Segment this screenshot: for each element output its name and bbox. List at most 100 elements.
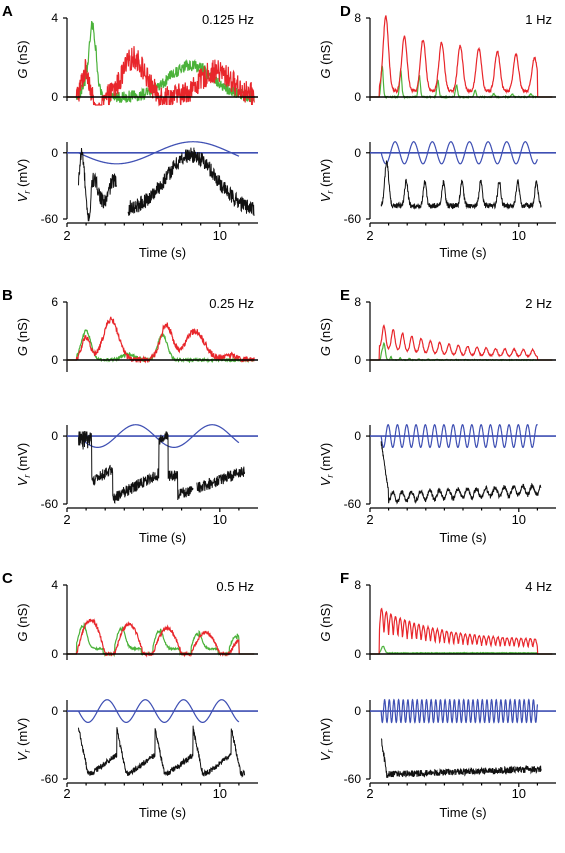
v-axis-label-main: V [15, 192, 30, 202]
panel-letter: B [2, 287, 13, 304]
frequency-label: 2 Hz [525, 296, 552, 311]
x-tick-label: 2 [63, 512, 70, 527]
g-axis-label-main: G [318, 632, 333, 642]
g-tick-label: 8 [354, 295, 361, 309]
g-axis-label-main: G [15, 346, 30, 356]
g-axis-label-main: G [15, 69, 30, 79]
v-axis-label-unit: (mV) [15, 718, 30, 750]
g-tick-label: 8 [354, 11, 361, 25]
v-axis-label-unit: (mV) [15, 159, 30, 191]
vr-series [380, 441, 542, 505]
vr-series [78, 725, 246, 778]
g-axis-label-main: G [318, 69, 333, 79]
x-tick-label: 10 [512, 512, 526, 527]
v-axis-label-sub: r [325, 190, 335, 194]
g-axis-label-unit: (nS) [318, 40, 333, 68]
v-axis-label-sub: r [325, 474, 335, 478]
g-tick-label: 0 [354, 647, 361, 661]
v-axis-label-sub: r [22, 749, 32, 753]
x-tick-label: 10 [213, 228, 227, 243]
g-axis-label-unit: (nS) [15, 603, 30, 631]
v-axis-label: Vr (mV) [15, 443, 32, 486]
v-axis-label: Vr (mV) [318, 443, 335, 486]
panel-letter: C [2, 570, 13, 587]
g-axis-label: G (nS) [318, 40, 333, 78]
x-tick-label: 10 [213, 512, 227, 527]
v-axis-label-sub: r [22, 474, 32, 478]
x-tick-label: 10 [213, 786, 227, 801]
g-excitatory-series [67, 46, 255, 107]
x-axis-label: Time (s) [139, 245, 186, 260]
g-inhibitory-series [67, 329, 255, 364]
x-tick-label: 2 [366, 228, 373, 243]
g-inhibitory-series [370, 645, 553, 655]
g-excitatory-series [67, 618, 255, 658]
x-tick-label: 2 [366, 512, 373, 527]
g-axis-label-main: G [318, 346, 333, 356]
g-inhibitory-series [370, 63, 553, 100]
panel-e: E 2 Hz 0 8 G (nS) 0 -60 Vr (mV) 2 10 Time (s) [318, 287, 556, 545]
g-inhibitory-series [67, 21, 255, 103]
v-axis-label: Vr (mV) [15, 718, 32, 761]
v-axis-label: Vr (mV) [318, 159, 335, 202]
g-tick-label: 8 [354, 578, 361, 592]
panel-d: D 1 Hz 0 8 G (nS) 0 -60 Vr (mV) 2 10 Time (s) [318, 3, 556, 260]
frequency-label: 0.25 Hz [209, 296, 254, 311]
x-axis-label: Time (s) [139, 530, 186, 545]
stimulus-series [78, 141, 240, 165]
v-tick-label: 0 [354, 146, 361, 160]
v-tick-label: -60 [41, 497, 59, 511]
g-tick-label: 6 [51, 295, 58, 309]
g-axis-label-unit: (nS) [318, 603, 333, 631]
g-tick-label: 0 [354, 353, 361, 367]
v-tick-label: -60 [344, 497, 362, 511]
panel-c: C 0.5 Hz 0 4 G (nS) 0 -60 Vr (mV) 2 10 Time (s) [2, 570, 258, 820]
x-tick-label: 2 [63, 228, 70, 243]
v-tick-label: 0 [354, 429, 361, 443]
g-tick-label: 4 [51, 578, 58, 592]
g-axis-label: G (nS) [318, 603, 333, 641]
g-excitatory-series [370, 607, 553, 655]
g-axis-label: G (nS) [15, 318, 30, 356]
frequency-label: 0.125 Hz [202, 12, 254, 27]
v-axis-label-main: V [318, 192, 333, 202]
x-tick-label: 2 [63, 786, 70, 801]
v-axis-label: Vr (mV) [318, 718, 335, 761]
frequency-label: 4 Hz [525, 579, 552, 594]
x-tick-label: 2 [366, 786, 373, 801]
v-axis-label-main: V [318, 476, 333, 486]
panel-b: B 0.25 Hz 0 6 G (nS) 0 -60 Vr (mV) 2 10 Time (s) [2, 287, 258, 545]
g-inhibitory-series [67, 622, 255, 658]
g-axis-label-main: G [15, 632, 30, 642]
frequency-label: 0.5 Hz [216, 579, 254, 594]
v-axis-label-sub: r [22, 190, 32, 194]
g-axis-label-unit: (nS) [15, 40, 30, 68]
g-axis-label-unit: (nS) [15, 318, 30, 346]
v-axis-label-main: V [15, 751, 30, 761]
frequency-label: 1 Hz [525, 12, 552, 27]
v-tick-label: -60 [344, 212, 362, 226]
v-axis-label-unit: (mV) [318, 159, 333, 191]
g-tick-label: 0 [51, 647, 58, 661]
v-axis-label-unit: (mV) [318, 443, 333, 475]
panel-f: F 4 Hz 0 8 G (nS) 0 -60 Vr (mV) 2 10 Time (s) [318, 570, 556, 820]
v-tick-label: -60 [344, 772, 362, 786]
v-tick-label: 0 [51, 704, 58, 718]
v-axis-label: Vr (mV) [15, 159, 32, 202]
v-axis-label-unit: (mV) [318, 718, 333, 750]
g-tick-label: 0 [51, 353, 58, 367]
v-axis-label-main: V [318, 751, 333, 761]
vr-series [380, 160, 542, 210]
x-tick-label: 10 [512, 228, 526, 243]
panel-letter: F [340, 570, 349, 587]
vr-series [78, 147, 255, 222]
g-excitatory-series [67, 316, 255, 364]
panel-letter: A [2, 3, 13, 20]
v-tick-label: -60 [41, 212, 59, 226]
g-excitatory-series [370, 324, 553, 361]
x-axis-label: Time (s) [439, 805, 486, 820]
g-axis-label: G (nS) [318, 318, 333, 356]
x-axis-label: Time (s) [139, 805, 186, 820]
g-tick-label: 0 [354, 90, 361, 104]
g-axis-label: G (nS) [15, 603, 30, 641]
